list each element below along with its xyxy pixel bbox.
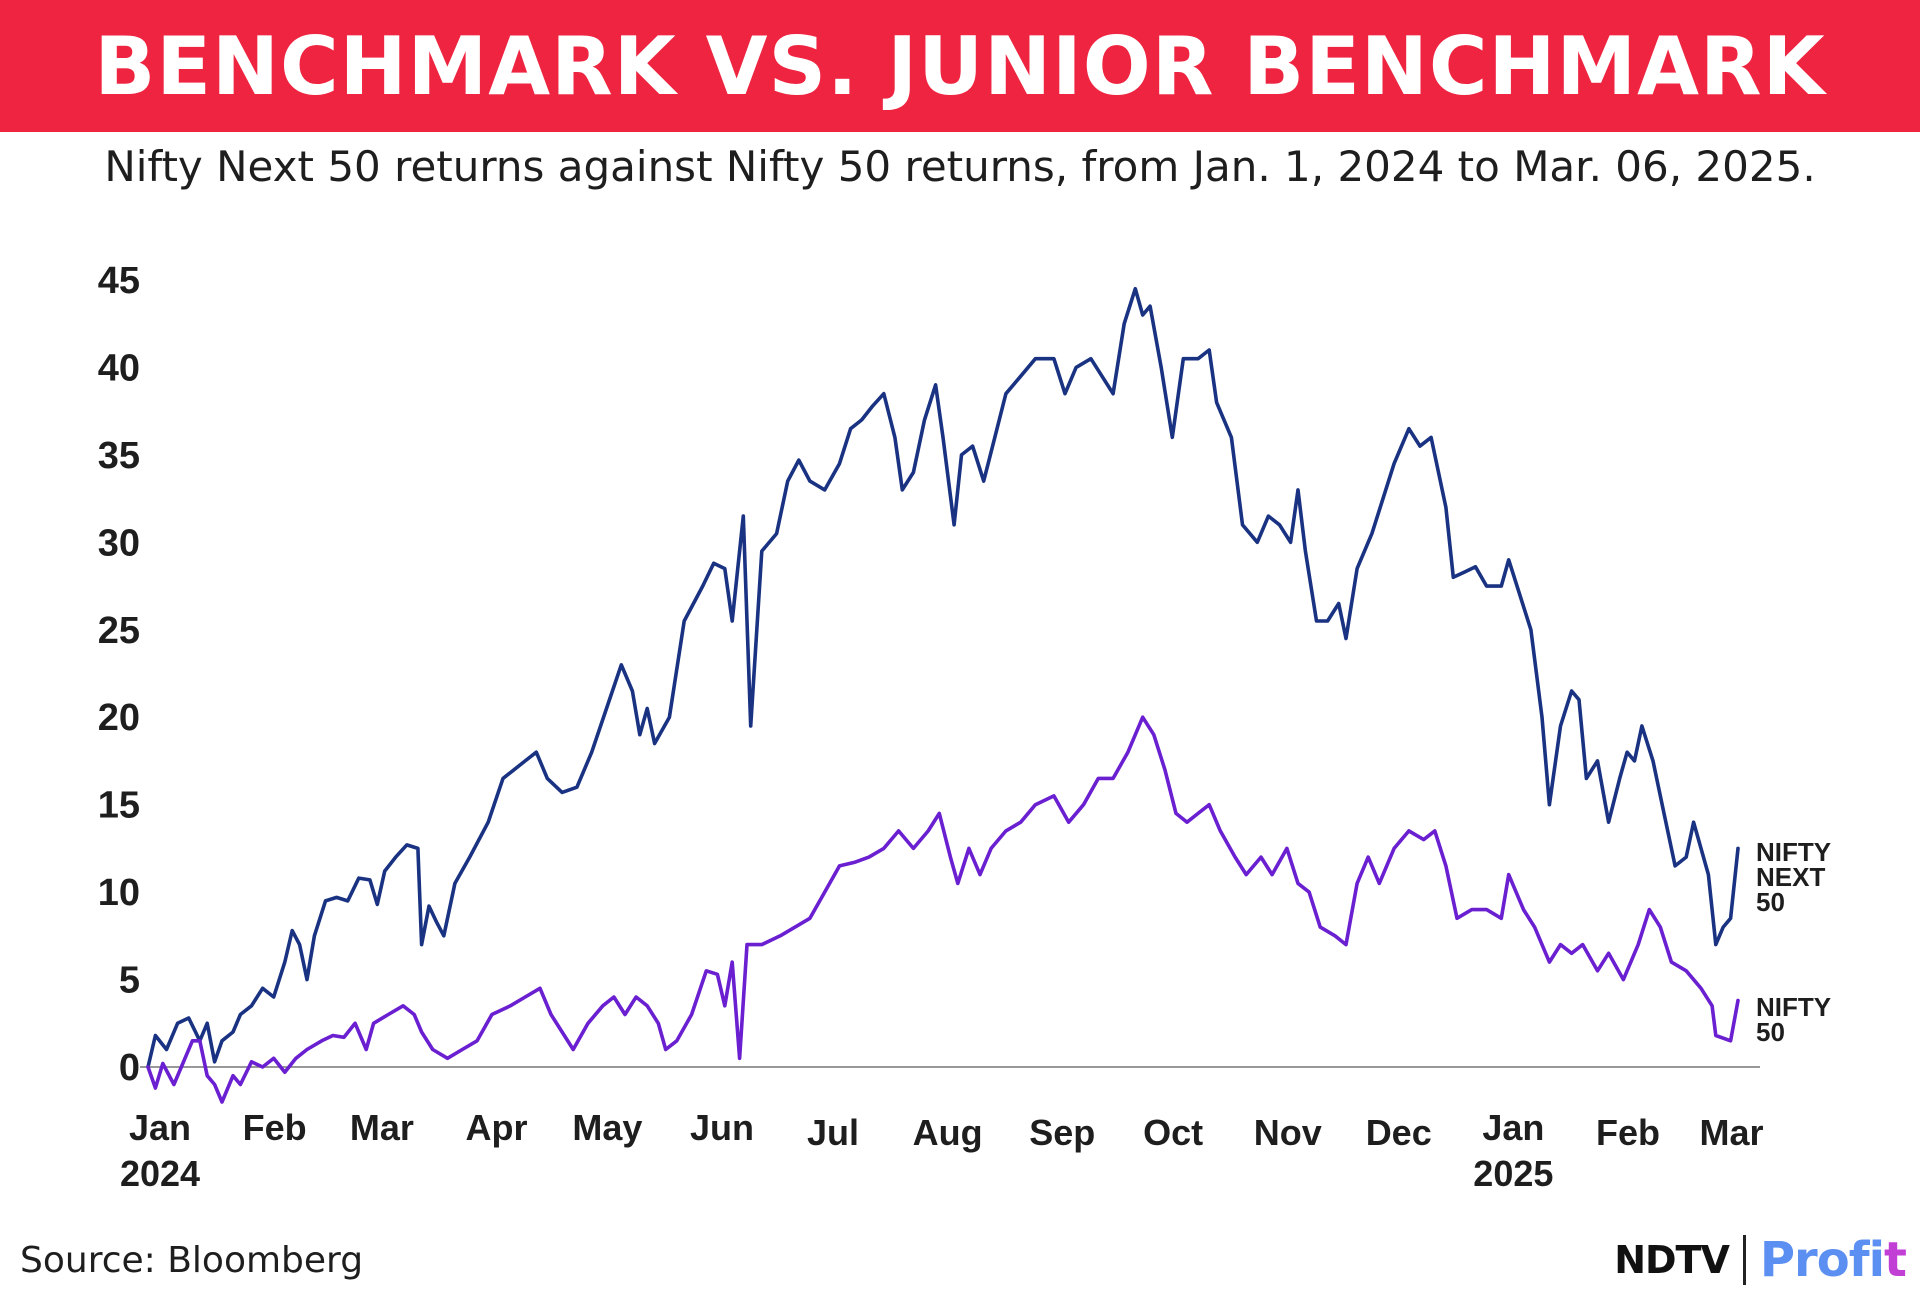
logo-profit-accent: t	[1884, 1232, 1907, 1288]
y-tick-label: 0	[119, 1047, 140, 1089]
nifty-50-label: 50	[1756, 1017, 1785, 1047]
x-tick-label: Jan	[1482, 1107, 1544, 1148]
x-tick-label: Feb	[1596, 1112, 1660, 1153]
nifty-next-50-label: NIFTY	[1756, 837, 1831, 867]
x-tick-year-label: 2025	[1473, 1153, 1553, 1194]
x-tick-label: Jan	[129, 1107, 191, 1148]
y-tick-label: 5	[119, 960, 140, 1002]
chart-title: BENCHMARK VS. JUNIOR BENCHMARK	[94, 19, 1826, 113]
y-tick-label: 30	[98, 522, 140, 564]
x-tick-label: Feb	[243, 1107, 307, 1148]
logo-profit-main: Profi	[1759, 1232, 1885, 1288]
x-tick-label: Aug	[913, 1112, 983, 1153]
logo-divider	[1742, 1235, 1746, 1285]
x-tick-label: Apr	[465, 1107, 527, 1148]
nifty-next-50-line	[146, 286, 1740, 1069]
ndtv-profit-logo: NDTV Profit	[1614, 1232, 1907, 1288]
y-tick-label: 25	[98, 610, 140, 652]
x-tick-label: Mar	[1699, 1112, 1763, 1153]
x-tick-label: Dec	[1366, 1112, 1432, 1153]
x-tick-label: Mar	[350, 1107, 414, 1148]
title-banner: BENCHMARK VS. JUNIOR BENCHMARK	[0, 0, 1920, 132]
x-tick-label: Oct	[1143, 1112, 1203, 1153]
x-tick-label: May	[572, 1107, 642, 1148]
logo-ndtv-text: NDTV	[1614, 1238, 1730, 1282]
chart-subtitle: Nifty Next 50 returns against Nifty 50 r…	[104, 142, 1816, 191]
nifty-50-line	[146, 715, 1740, 1104]
source-note: Source: Bloomberg	[20, 1240, 364, 1281]
x-tick-label: Jun	[690, 1107, 754, 1148]
y-tick-label: 20	[98, 697, 140, 739]
y-tick-label: 40	[98, 347, 140, 389]
y-tick-label: 35	[98, 435, 140, 477]
nifty-next-50-label: NEXT	[1756, 862, 1825, 892]
nifty-next-50-label: 50	[1756, 887, 1785, 917]
y-tick-label: 15	[98, 785, 140, 827]
x-tick-label: Sep	[1029, 1112, 1095, 1153]
x-tick-year-label: 2024	[120, 1153, 200, 1194]
x-tick-label: Nov	[1254, 1112, 1322, 1153]
y-tick-label: 10	[98, 872, 140, 914]
logo-profit-text: Profit	[1759, 1232, 1907, 1288]
y-tick-label: 45	[98, 260, 140, 302]
x-tick-label: Jul	[807, 1112, 859, 1153]
nifty-50-label: NIFTY	[1756, 992, 1831, 1022]
